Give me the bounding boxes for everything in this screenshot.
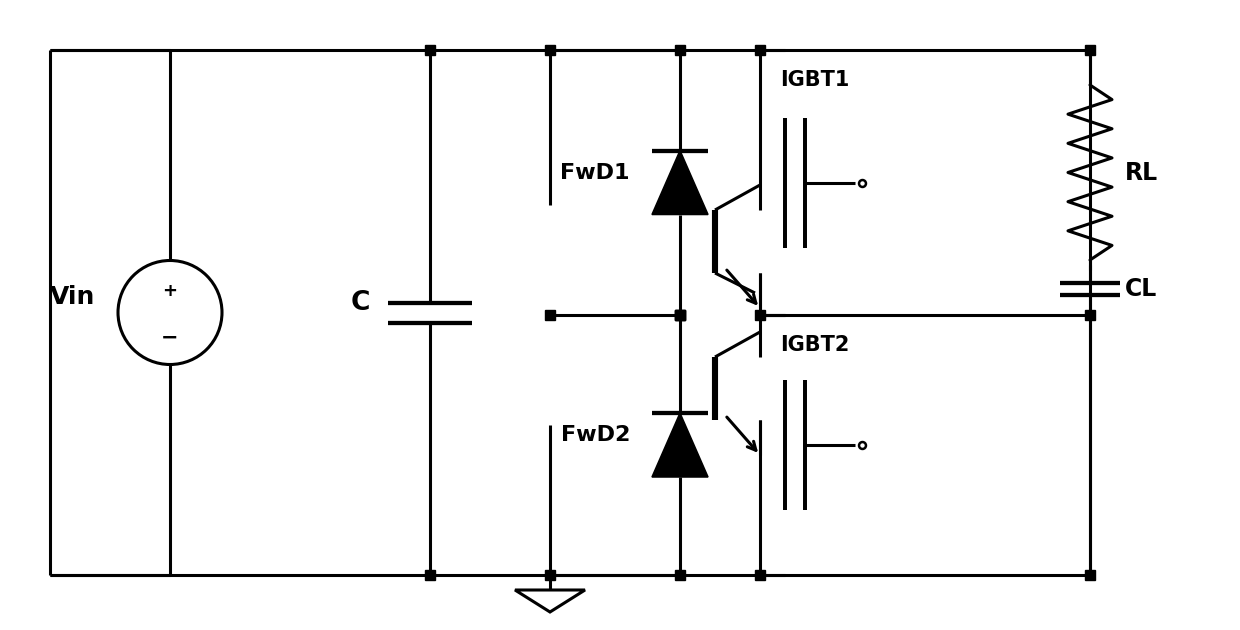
Text: FwD2: FwD2 [560,425,630,445]
Text: −: − [161,328,179,348]
Text: FwD1: FwD1 [560,163,630,183]
Text: RL: RL [1125,161,1158,185]
Text: C: C [351,290,370,316]
Text: IGBT1: IGBT1 [780,70,849,90]
Text: +: + [162,282,177,299]
Text: Vin: Vin [50,285,95,309]
Polygon shape [652,413,708,477]
Polygon shape [652,151,708,214]
Text: IGBT2: IGBT2 [780,335,849,355]
Text: CL: CL [1125,277,1157,301]
